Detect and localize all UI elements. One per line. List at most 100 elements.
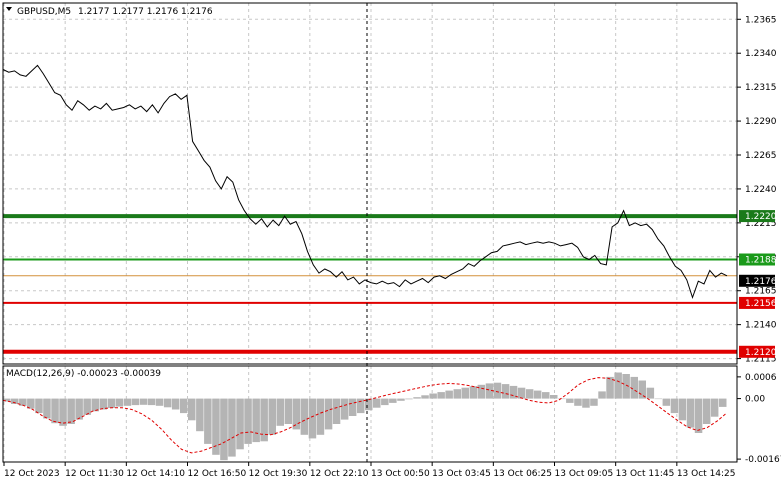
macd-bar bbox=[614, 372, 622, 399]
y-tick-label: 1.2315 bbox=[745, 83, 777, 93]
macd-bar bbox=[389, 398, 397, 403]
macd-y-tick-label: 0.00 bbox=[745, 395, 765, 405]
macd-bar bbox=[43, 398, 51, 419]
level-label-box bbox=[739, 345, 775, 358]
macd-bar bbox=[678, 398, 687, 421]
macd-bar bbox=[300, 398, 309, 435]
macd-bar bbox=[171, 398, 180, 410]
x-tick-label: 13 Oct 06:25 bbox=[493, 469, 552, 479]
macd-bar bbox=[686, 398, 695, 428]
macd-pane-frame bbox=[2, 365, 738, 463]
macd-bar bbox=[485, 383, 494, 399]
macd-bar bbox=[590, 398, 598, 406]
macd-bar bbox=[3, 398, 11, 402]
frames bbox=[2, 2, 738, 463]
x-tick-label: 13 Oct 00:50 bbox=[371, 469, 430, 479]
macd-bar bbox=[694, 398, 703, 433]
symbol-timeframe: GBPUSD,M5 bbox=[17, 7, 71, 17]
x-tick-label: 13 Oct 09:05 bbox=[555, 469, 614, 479]
macd-bar bbox=[19, 398, 27, 406]
macd-bar bbox=[542, 392, 550, 399]
macd-bar bbox=[477, 384, 486, 399]
macd-bar bbox=[550, 395, 558, 399]
macd-bar bbox=[429, 393, 437, 399]
macd-bar bbox=[509, 385, 518, 399]
macd-bar bbox=[91, 398, 99, 412]
macd-bar bbox=[268, 398, 276, 435]
x-tick-label: 13 Oct 03:45 bbox=[432, 469, 491, 479]
price-series bbox=[2, 64, 728, 300]
macd-bar bbox=[284, 398, 293, 424]
macd-bar bbox=[260, 398, 268, 442]
macd-bar bbox=[155, 398, 164, 406]
macd-bar bbox=[115, 398, 124, 407]
ohlc-values: 1.2177 1.2177 1.2176 1.2176 bbox=[78, 7, 213, 17]
macd-signal-line bbox=[2, 377, 728, 454]
macd-bar bbox=[35, 398, 43, 414]
level-lines bbox=[3, 214, 737, 354]
macd-bar bbox=[622, 374, 630, 399]
macd-bar bbox=[252, 398, 260, 443]
macd-bar bbox=[558, 398, 566, 400]
macd-bar bbox=[437, 392, 445, 399]
x-tick-label: 12 Oct 14:10 bbox=[126, 469, 185, 479]
macd-bar bbox=[236, 398, 244, 450]
macd-indicator bbox=[2, 372, 728, 461]
macd-bar bbox=[107, 398, 116, 408]
macd-bar bbox=[59, 398, 67, 426]
macd-bar bbox=[662, 398, 671, 406]
y-tick-label: 1.2140 bbox=[745, 321, 777, 331]
macd-bar bbox=[188, 398, 196, 421]
price-label: 1.2176 bbox=[745, 277, 777, 287]
macd-bar bbox=[11, 398, 19, 404]
price-line bbox=[2, 64, 728, 300]
triangle-down-icon[interactable] bbox=[6, 7, 12, 11]
macd-bar bbox=[357, 398, 365, 414]
macd-bar bbox=[517, 387, 526, 399]
macd-bar bbox=[710, 398, 719, 417]
macd-bar bbox=[646, 387, 655, 399]
macd-bar bbox=[381, 398, 389, 406]
macd-bar bbox=[719, 398, 727, 407]
macd-bar bbox=[27, 398, 35, 409]
level-label: 1.2120 bbox=[745, 348, 777, 358]
y-tick-label: 1.2365 bbox=[745, 15, 777, 25]
x-tick-label: 12 Oct 11:30 bbox=[65, 469, 124, 479]
y-tick-label: 1.2265 bbox=[745, 151, 777, 161]
chart-header: GBPUSD,M5 1.2177 1.2177 1.2176 1.2176 bbox=[6, 7, 213, 17]
x-tick-label: 12 Oct 16:50 bbox=[188, 469, 247, 479]
axes: 1.2365 1.2340 1.2315 1.2290 1.2265 1.2240 1.22… bbox=[3, 15, 781, 479]
level-label: 1.2220 bbox=[745, 212, 777, 222]
x-tick-label: 13 Oct 11:45 bbox=[616, 469, 675, 479]
macd-bar bbox=[638, 380, 646, 399]
macd-bar bbox=[228, 398, 236, 457]
macd-bar bbox=[630, 376, 638, 399]
macd-bar bbox=[204, 398, 212, 444]
macd-bar bbox=[670, 398, 679, 414]
x-tick-label: 12 Oct 2023 bbox=[4, 469, 60, 479]
macd-bar bbox=[244, 398, 252, 444]
macd-bar bbox=[413, 397, 421, 399]
macd-bar bbox=[405, 398, 413, 400]
x-tick-label: 12 Oct 19:30 bbox=[249, 469, 308, 479]
y-tick-label: 1.2290 bbox=[745, 117, 777, 127]
level-label-box bbox=[739, 253, 775, 266]
y-tick-label: 1.2165 bbox=[745, 287, 777, 297]
macd-bar bbox=[75, 398, 83, 420]
macd-bar bbox=[606, 376, 614, 399]
macd-bar bbox=[324, 398, 333, 430]
macd-bar bbox=[139, 398, 148, 405]
macd-bar bbox=[196, 398, 204, 432]
macd-bar bbox=[99, 398, 107, 410]
macd-bar bbox=[421, 395, 429, 399]
macd-bar bbox=[67, 398, 75, 424]
macd-bar bbox=[397, 398, 405, 401]
macd-bar bbox=[163, 398, 172, 408]
macd-bar bbox=[131, 398, 140, 406]
macd-bar bbox=[445, 390, 453, 399]
macd-bar bbox=[598, 391, 606, 399]
macd-bar bbox=[533, 390, 542, 399]
macd-y-tick-label: 0.0006 bbox=[745, 373, 777, 383]
